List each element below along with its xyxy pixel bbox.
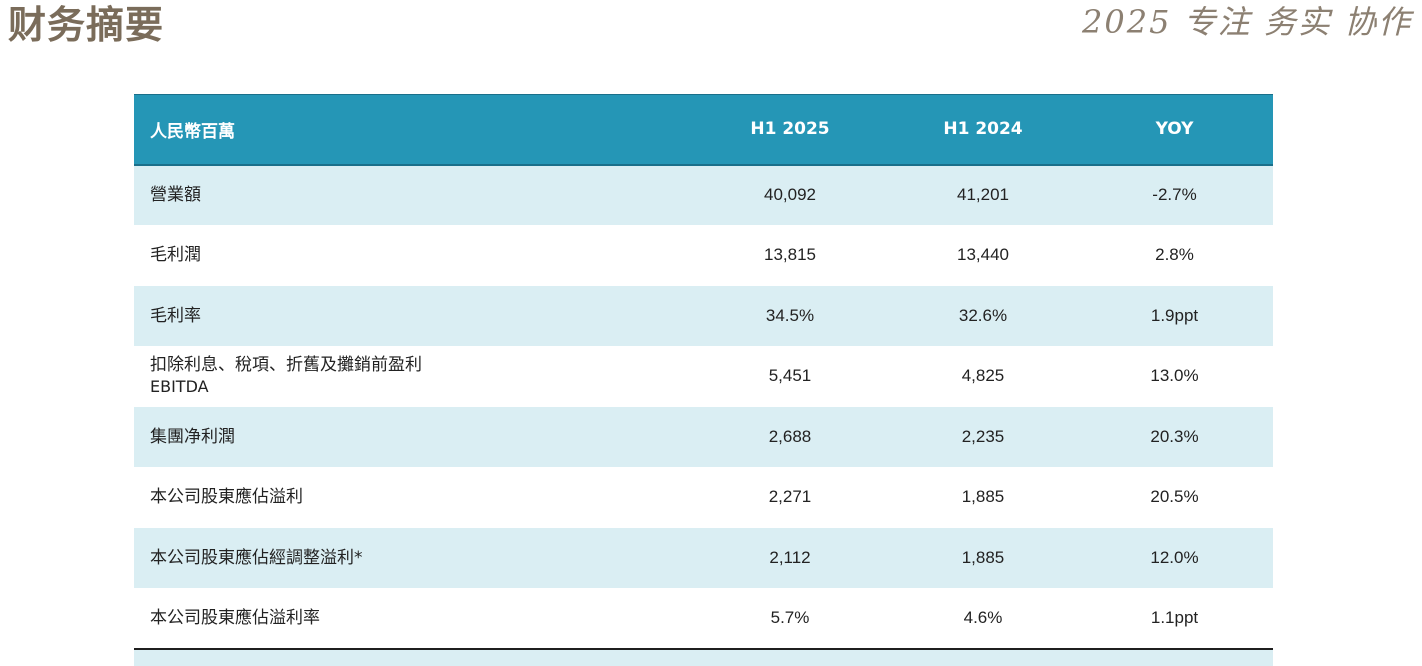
row-label: 本公司股東應佔溢利率 — [134, 588, 690, 650]
table-row: 本公司股東應佔經調整溢利* 2,112 1,885 12.0% — [134, 527, 1273, 589]
cell-h1-2024: 13,440 — [957, 245, 1009, 265]
row-label-text: 營業額 — [150, 185, 201, 206]
table-row: 本公司股東應佔溢利 2,271 1,885 20.5% — [134, 467, 1273, 528]
financial-summary-table: 人民幣百萬 H1 2025 H1 2024 YOY 營業額 40,092 41,… — [134, 94, 1273, 666]
cell-h1-2024: 41,201 — [957, 185, 1009, 205]
row-label-text: 集團净利潤 — [150, 426, 235, 447]
cell-h1-2025: 5.7% — [690, 588, 890, 650]
table-row: 集團净利潤 2,688 2,235 20.3% — [134, 406, 1273, 468]
row-label: 本公司股東應佔溢利 — [134, 467, 690, 528]
row-label-text: 本公司股東應佔溢利 — [150, 487, 303, 508]
row-label: 本公司股東應佔經調整溢利* — [134, 528, 690, 589]
row-label-text: 毛利率 — [150, 305, 201, 326]
cell-h1-2025: 13,815 — [764, 245, 816, 265]
table-row: 本公司股東應佔溢利率 5.7% 4.6% 1.1ppt — [134, 588, 1273, 650]
row-label: 集團净利潤 — [134, 407, 690, 468]
row-label-text: 毛利潤 — [150, 245, 201, 266]
cell-h1-2024: 32.6% — [958, 305, 1008, 325]
row-label: 扣除利息、稅項、折舊及攤銷前盈利 EBITDA — [134, 346, 690, 407]
column-header-yoy: YOY — [1076, 94, 1273, 166]
column-header-h1-2024: H1 2024 — [890, 94, 1076, 166]
cell-h1-2025: 2,271 — [768, 487, 812, 507]
cell-h1-2024: 1,885 — [961, 487, 1005, 507]
table-row: 毛利率 34.5% 32.6% 1.9ppt — [134, 285, 1273, 347]
cell-h1-2025: 5,451 — [768, 366, 812, 386]
column-header-unit: 人民幣百萬 — [134, 94, 690, 166]
table-row: 扣除利息、稅項、折舊及攤銷前盈利 EBITDA 5,451 4,825 13.0… — [134, 346, 1273, 407]
row-label: 毛利潤 — [134, 225, 690, 286]
cell-yoy: 12.0% — [1150, 547, 1199, 567]
table-row: 營業額 40,092 41,201 -2.7% — [134, 164, 1273, 226]
row-label-text: 本公司股東應佔經調整溢利* — [150, 547, 363, 568]
row-label-text: 本公司股東應佔溢利率 — [150, 607, 320, 628]
row-label: 營業額 — [134, 165, 690, 226]
cell-h1-2025: 40,092 — [764, 185, 816, 205]
column-header-h1-2025: H1 2025 — [690, 94, 890, 166]
cell-yoy: -2.7% — [1152, 185, 1197, 205]
cell-yoy: 1.1ppt — [1076, 588, 1273, 650]
table-header-row: 人民幣百萬 H1 2025 H1 2024 YOY — [134, 94, 1273, 166]
cell-yoy: 1.9ppt — [1150, 305, 1199, 325]
cell-h1-2024: 4,825 — [961, 366, 1005, 386]
cell-h1-2024: 1,885 — [961, 547, 1005, 567]
slogan: 2025 专注 务实 协作 — [1082, 3, 1412, 41]
table-continuation-band — [134, 649, 1273, 666]
row-label: 毛利率 — [134, 286, 690, 347]
cell-h1-2024: 4.6% — [890, 588, 1076, 650]
row-sublabel: EBITDA — [150, 377, 209, 397]
page-title: 财务摘要 — [8, 3, 165, 47]
cell-h1-2025: 34.5% — [765, 305, 815, 325]
cell-yoy: 20.5% — [1150, 487, 1199, 507]
row-label-text: 扣除利息、稅項、折舊及攤銷前盈利 — [150, 355, 422, 376]
table-row: 毛利潤 13,815 13,440 2.8% — [134, 225, 1273, 286]
cell-h1-2025: 2,688 — [768, 426, 812, 446]
cell-yoy: 13.0% — [1150, 366, 1199, 386]
cell-yoy: 20.3% — [1150, 426, 1199, 446]
cell-yoy: 2.8% — [1155, 245, 1194, 265]
cell-h1-2025: 2,112 — [769, 547, 811, 567]
cell-h1-2024: 2,235 — [961, 426, 1005, 446]
